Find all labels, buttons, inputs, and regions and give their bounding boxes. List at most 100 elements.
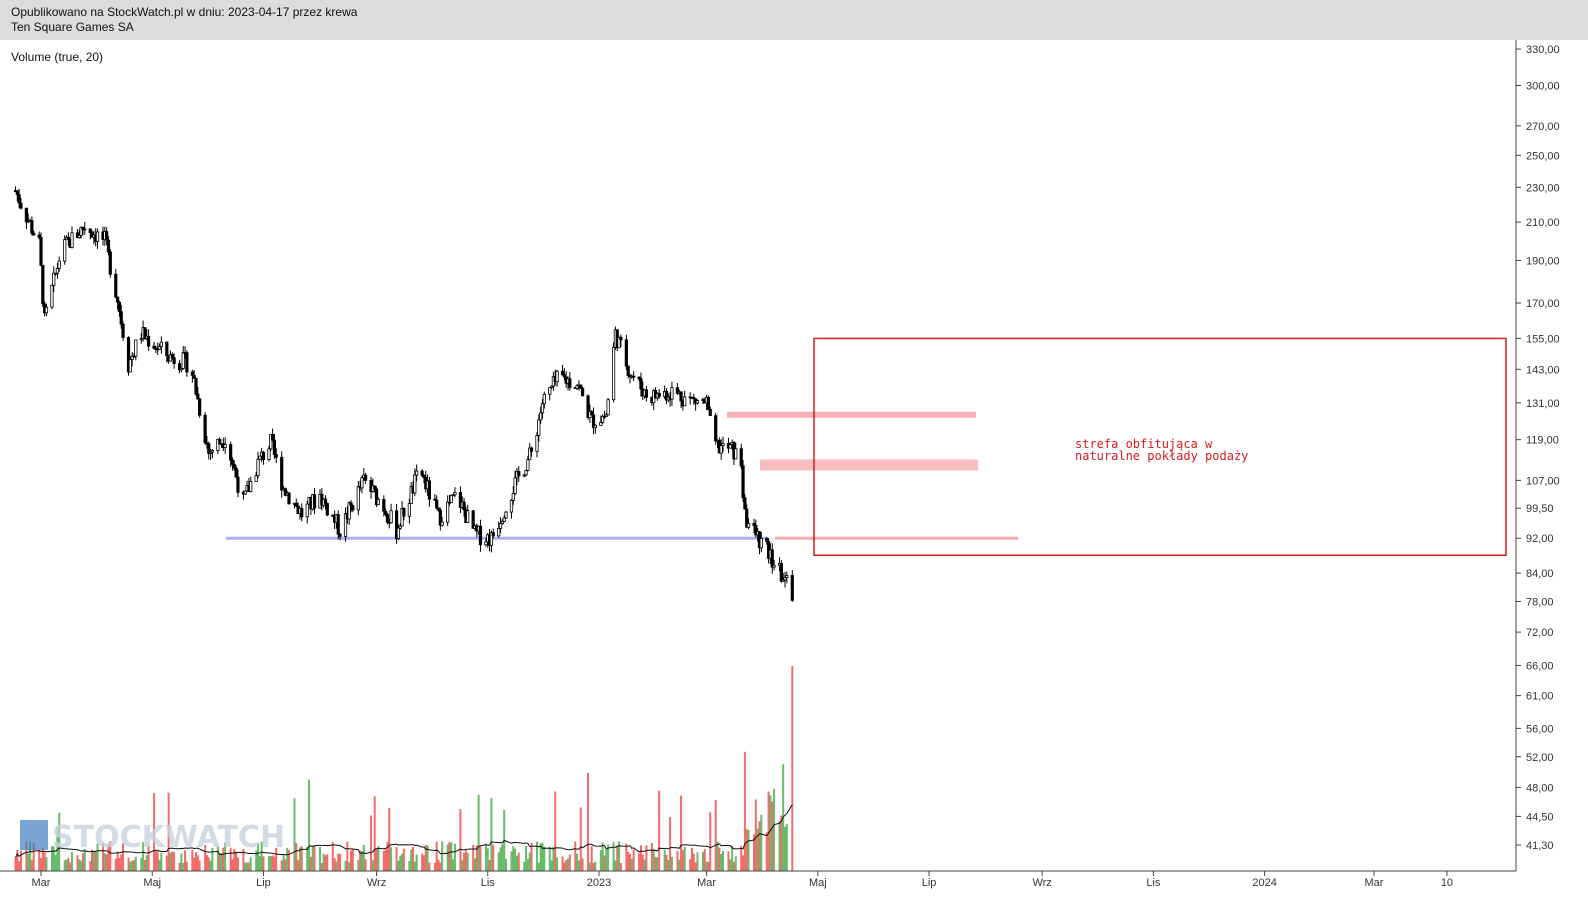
volume-bar (464, 850, 467, 871)
volume-bar (116, 851, 119, 871)
volume-bar (357, 860, 360, 871)
candle (192, 369, 196, 379)
y-tick-label: 44,50 (1526, 811, 1554, 823)
candle (529, 446, 534, 457)
volume-bar (344, 860, 347, 871)
volume-bar (105, 854, 108, 871)
volume-bar (484, 843, 487, 871)
volume-bar (654, 856, 657, 871)
candle (39, 232, 43, 267)
y-tick-label: 66,00 (1526, 660, 1554, 672)
candle (462, 497, 466, 517)
candle (708, 406, 712, 416)
volume-bar (439, 862, 442, 871)
volume-bar (590, 846, 593, 871)
volume-bar (639, 845, 642, 871)
candle (586, 394, 590, 420)
volume-bar (91, 849, 94, 871)
volume-bar (461, 859, 464, 871)
volume-bar (652, 848, 655, 871)
volume-bar (548, 846, 551, 871)
candle (741, 459, 745, 503)
candle (336, 510, 340, 540)
candle (560, 365, 565, 376)
candle (555, 369, 559, 387)
candle (198, 397, 202, 418)
volume-bar (528, 852, 531, 871)
candle (779, 560, 783, 583)
candle (196, 386, 200, 400)
volume-bar (267, 856, 270, 871)
candle (785, 571, 789, 584)
candle (37, 231, 41, 240)
annotation-text: strefa obfitująca w (1075, 437, 1213, 451)
candle (683, 390, 687, 407)
volume-bar (140, 857, 143, 871)
y-tick-label: 56,00 (1526, 723, 1554, 735)
candle (24, 207, 29, 230)
candle (256, 451, 260, 479)
candle (528, 443, 532, 461)
y-tick-label: 330,00 (1526, 44, 1560, 56)
candle (267, 445, 271, 462)
candle (568, 372, 572, 391)
candle (535, 431, 539, 458)
candle (232, 460, 236, 471)
candle (759, 531, 763, 553)
volume-bar (178, 862, 181, 871)
volume-bar (25, 841, 28, 871)
volume-bar (791, 666, 794, 871)
volume-bar (497, 852, 500, 871)
candle (17, 188, 21, 209)
candle (500, 519, 504, 525)
candle (185, 350, 189, 377)
volume-bar (605, 848, 608, 871)
volume-bar (255, 850, 258, 871)
candle (229, 441, 233, 468)
volume-bar (182, 862, 185, 871)
candle (114, 269, 118, 299)
volume-bar (262, 856, 265, 871)
candle (210, 448, 215, 459)
volume-bar (446, 844, 449, 871)
candle (351, 504, 355, 513)
volume-bar (734, 856, 737, 871)
candle (407, 498, 411, 524)
x-tick-label: Mar (32, 877, 51, 889)
candle (591, 407, 596, 435)
candle (83, 221, 87, 235)
volume-bar (78, 859, 81, 871)
candle (165, 341, 169, 363)
volume-bar (76, 855, 79, 871)
candle (517, 466, 521, 482)
volume-bar (211, 847, 214, 871)
volume-bar (410, 849, 413, 871)
volume-bar (441, 841, 444, 871)
candle (743, 494, 747, 510)
candle (81, 226, 85, 236)
volume-bar (731, 845, 734, 871)
volume-bar (756, 828, 759, 871)
candle (106, 236, 111, 256)
x-tick-label: 2024 (1252, 877, 1276, 889)
x-tick-label: Lis (481, 877, 496, 889)
volume-bar (399, 855, 402, 871)
volume-bar (701, 851, 704, 871)
candle (57, 256, 61, 272)
candle (194, 377, 198, 396)
candle (637, 376, 641, 382)
volume-bar (198, 860, 201, 871)
candle (398, 523, 402, 530)
volume-bar (703, 849, 706, 871)
candle (590, 409, 594, 416)
candle (30, 216, 34, 236)
candle (128, 356, 132, 373)
candle (207, 441, 211, 460)
volume-bar (324, 855, 327, 871)
volume-bar (492, 844, 495, 871)
candle (453, 487, 457, 498)
volume-bars (14, 666, 794, 871)
candle (491, 528, 495, 539)
volume-bar (269, 856, 272, 871)
